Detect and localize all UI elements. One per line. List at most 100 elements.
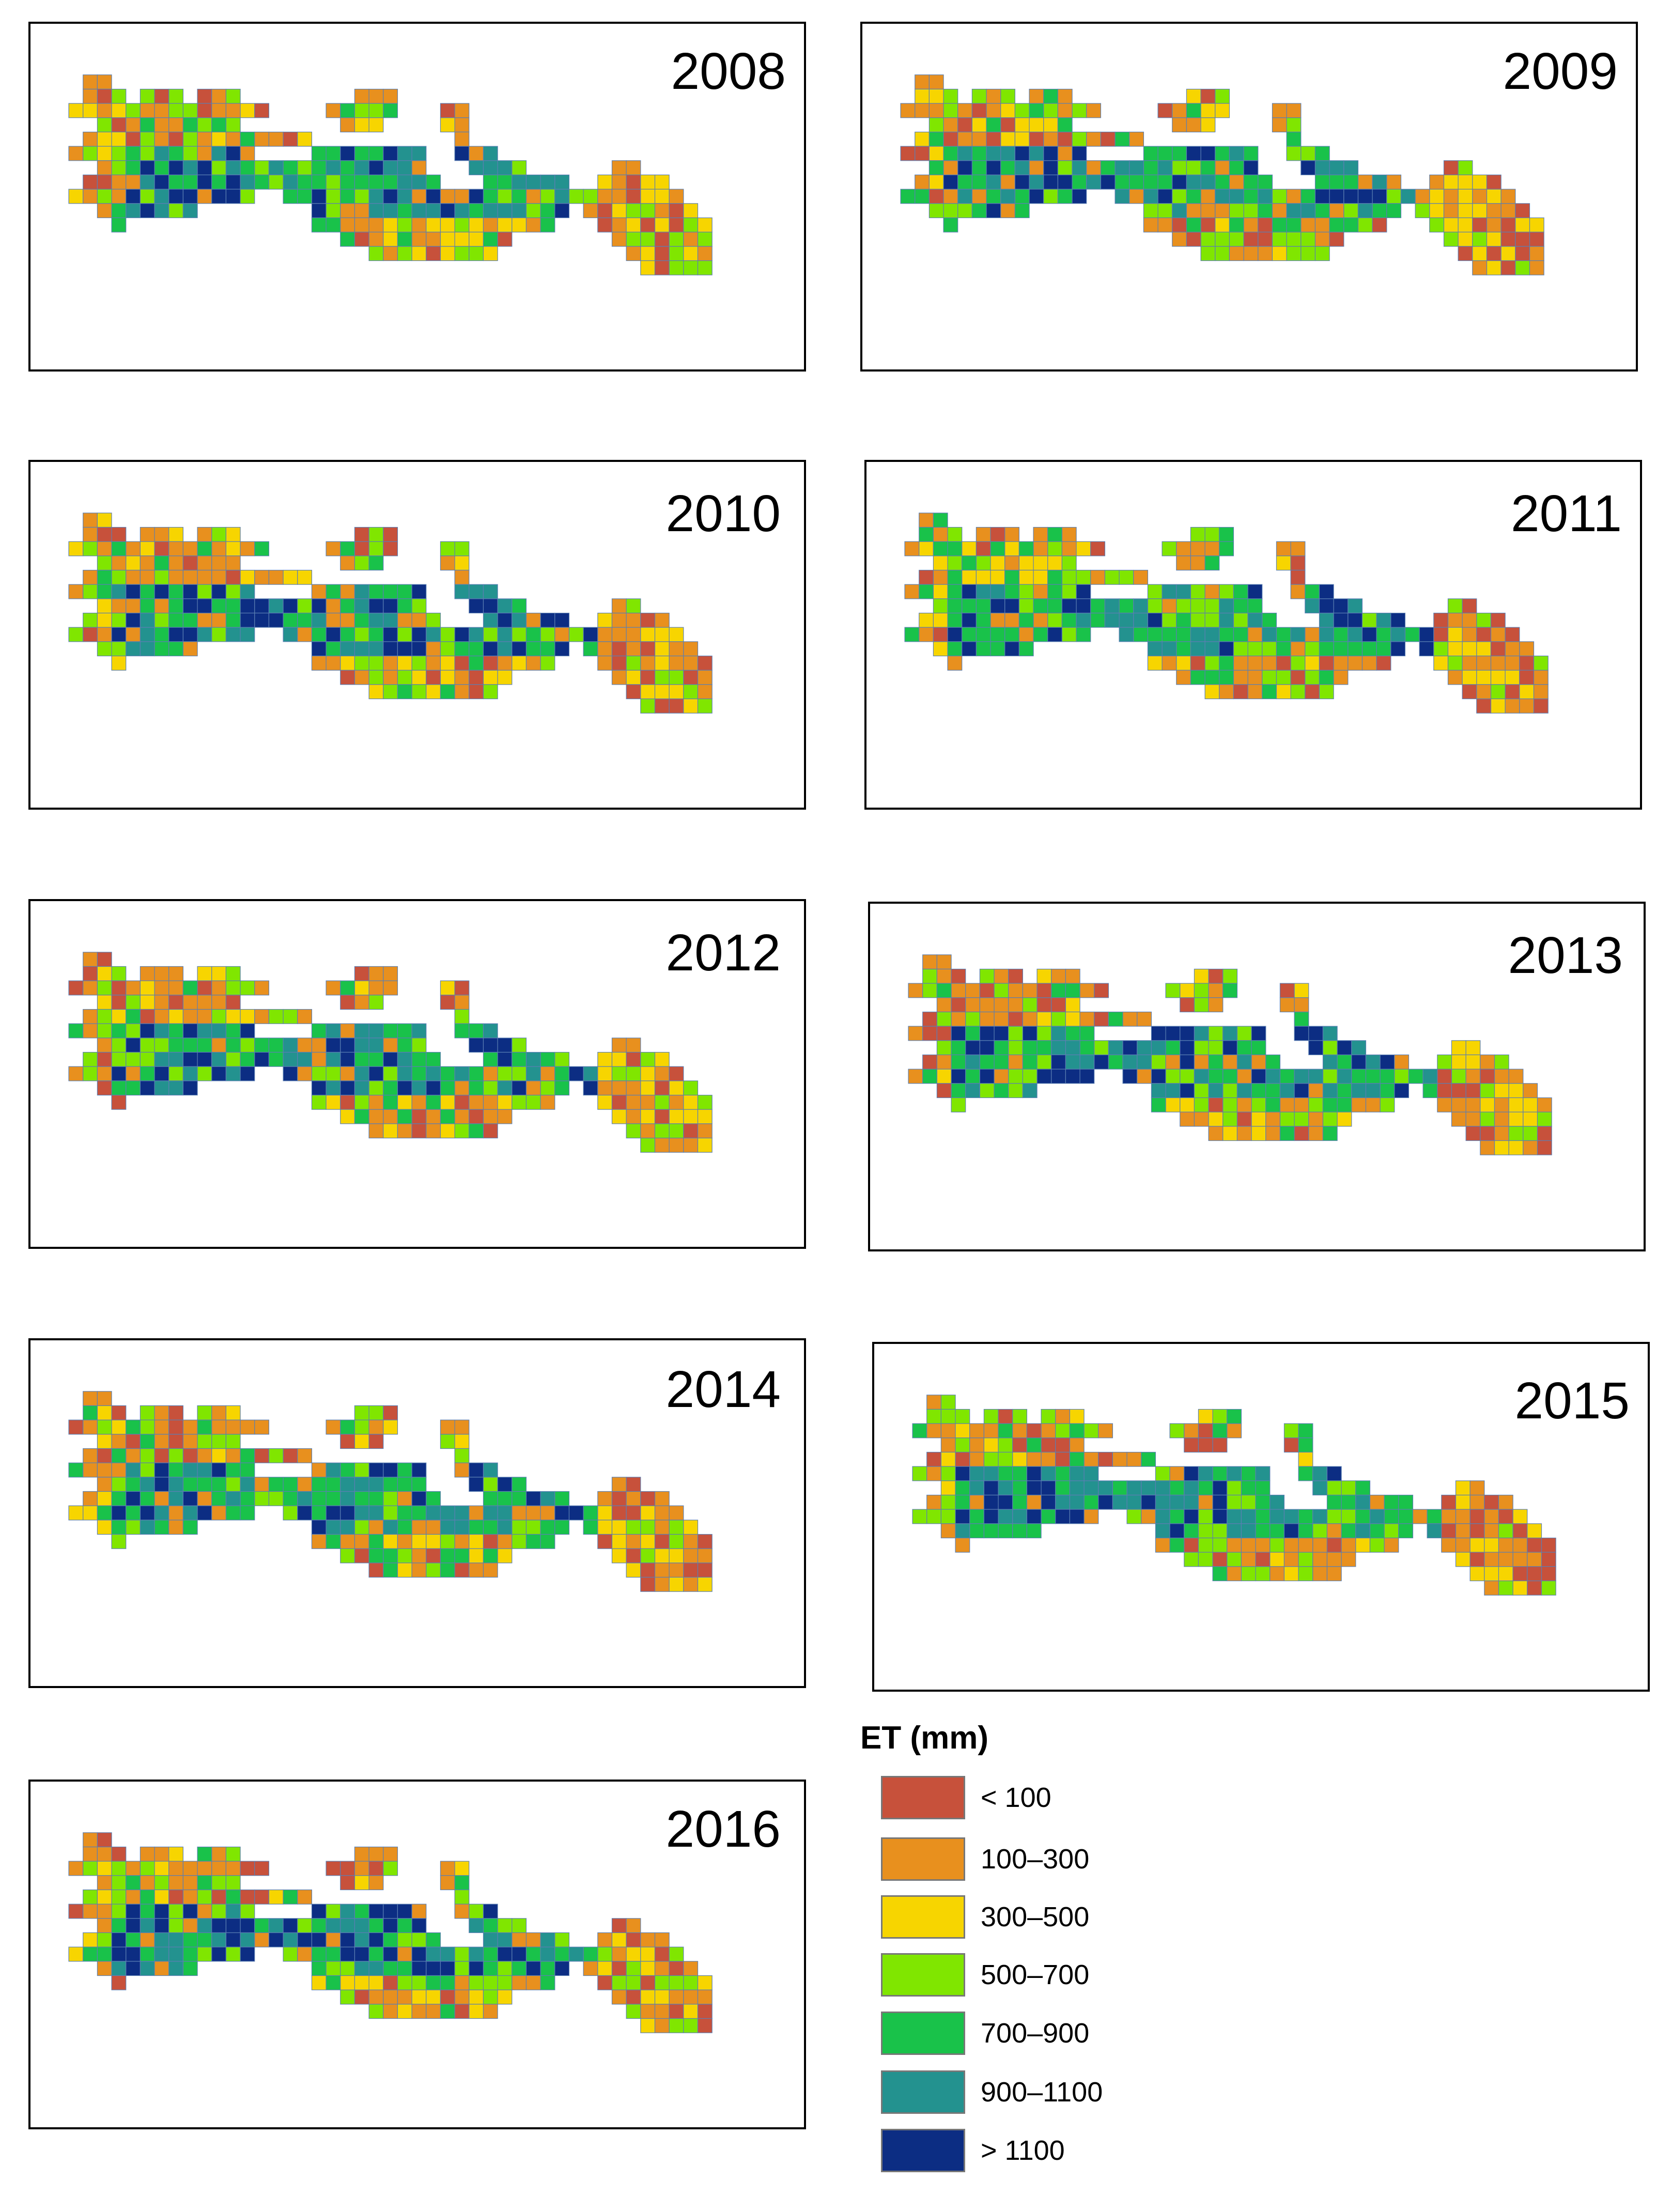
grid-cell — [1129, 174, 1144, 190]
grid-cell — [1537, 1140, 1552, 1155]
grid-cell — [469, 1520, 484, 1535]
grid-cell — [168, 1505, 184, 1521]
grid-cell — [1137, 1040, 1152, 1056]
grid-cell — [1100, 131, 1116, 147]
grid-cell — [669, 1123, 684, 1139]
grid-cell — [168, 131, 184, 147]
grid-cell — [1033, 541, 1048, 556]
grid-cell — [469, 641, 484, 657]
grid-cell — [483, 2004, 498, 2019]
grid-cell — [440, 980, 455, 996]
grid-cell — [1219, 612, 1234, 628]
grid-cell — [469, 1975, 484, 1990]
grid-cell — [197, 1419, 212, 1435]
grid-cell — [254, 131, 270, 147]
grid-cell — [936, 1011, 952, 1027]
grid-cell — [1537, 1126, 1552, 1141]
grid-cell — [126, 174, 141, 190]
grid-cell — [440, 1534, 455, 1549]
grid-cell — [1176, 584, 1191, 599]
grid-cell — [1033, 569, 1048, 585]
grid-cell — [397, 1534, 412, 1549]
grid-cell — [1204, 555, 1220, 571]
grid-cell — [1227, 1423, 1242, 1438]
grid-cell — [368, 146, 384, 161]
grid-cell — [904, 584, 920, 599]
grid-cell — [554, 1946, 570, 1962]
grid-cell — [211, 584, 227, 599]
grid-cell — [1443, 203, 1459, 219]
grid-cell — [354, 584, 369, 599]
grid-cell — [1065, 1054, 1080, 1070]
grid-cell — [1194, 1111, 1209, 1127]
grid-cell — [1372, 217, 1387, 233]
grid-cell — [97, 1391, 112, 1406]
year-label: 2013 — [1508, 926, 1623, 984]
grid-cell — [168, 1889, 184, 1905]
grid-cell — [383, 1405, 398, 1420]
grid-cell — [1204, 612, 1220, 628]
grid-cell — [1333, 627, 1349, 642]
grid-cell — [1172, 174, 1187, 190]
legend-swatch — [881, 1776, 965, 1819]
grid-cell — [340, 160, 355, 176]
grid-cell — [669, 217, 684, 233]
grid-cell — [1069, 1494, 1085, 1510]
grid-cell — [540, 1051, 555, 1067]
grid-cell — [540, 1534, 555, 1549]
grid-cell — [483, 146, 498, 161]
grid-cell — [512, 1932, 527, 1947]
grid-cell — [1262, 670, 1277, 685]
grid-cell — [411, 584, 427, 599]
grid-cell — [397, 1904, 412, 1919]
grid-cell — [640, 1080, 656, 1096]
grid-cell — [936, 983, 952, 998]
grid-cell — [1272, 246, 1287, 261]
grid-cell — [1208, 997, 1224, 1013]
grid-cell — [922, 1069, 937, 1084]
grid-cell — [1208, 968, 1224, 984]
grid-cell — [1365, 1054, 1381, 1070]
grid-cell — [683, 1548, 699, 1564]
grid-cell — [1376, 641, 1391, 657]
grid-cell — [140, 1051, 155, 1067]
grid-cell — [640, 612, 656, 628]
grid-cell — [1129, 160, 1144, 176]
grid-cell — [947, 584, 963, 599]
grid-cell — [1484, 1566, 1499, 1582]
grid-cell — [1443, 174, 1459, 190]
grid-cell — [454, 569, 470, 585]
grid-cell — [1086, 160, 1102, 176]
grid-cell — [512, 160, 527, 176]
grid-cell — [654, 1576, 670, 1592]
grid-cell — [1008, 1026, 1024, 1041]
grid-cell — [154, 966, 169, 981]
grid-cell — [986, 160, 1001, 176]
grid-cell — [168, 541, 184, 556]
grid-cell — [354, 655, 369, 671]
grid-cell — [168, 598, 184, 614]
grid-cell — [383, 655, 398, 671]
grid-cell — [68, 980, 84, 996]
grid-cell — [240, 627, 255, 642]
grid-cell — [311, 146, 327, 161]
grid-cell — [240, 1066, 255, 1081]
grid-cell — [568, 627, 584, 642]
grid-cell — [1476, 684, 1492, 700]
grid-cell — [1433, 627, 1449, 642]
grid-cell — [965, 1040, 981, 1056]
grid-cell — [83, 1009, 98, 1024]
grid-cell — [1229, 160, 1244, 176]
grid-cell — [936, 1069, 952, 1084]
grid-cell — [440, 1875, 455, 1891]
grid-cell — [626, 203, 641, 219]
grid-cell — [640, 1563, 656, 1578]
grid-cell — [1319, 684, 1334, 700]
grid-cell — [922, 954, 937, 970]
grid-cell — [397, 598, 412, 614]
grid-cell — [1415, 189, 1430, 204]
grid-cell — [411, 670, 427, 685]
grid-cell — [1069, 1437, 1085, 1453]
grid-cell — [1047, 541, 1063, 556]
grid-cell — [626, 1975, 641, 1990]
